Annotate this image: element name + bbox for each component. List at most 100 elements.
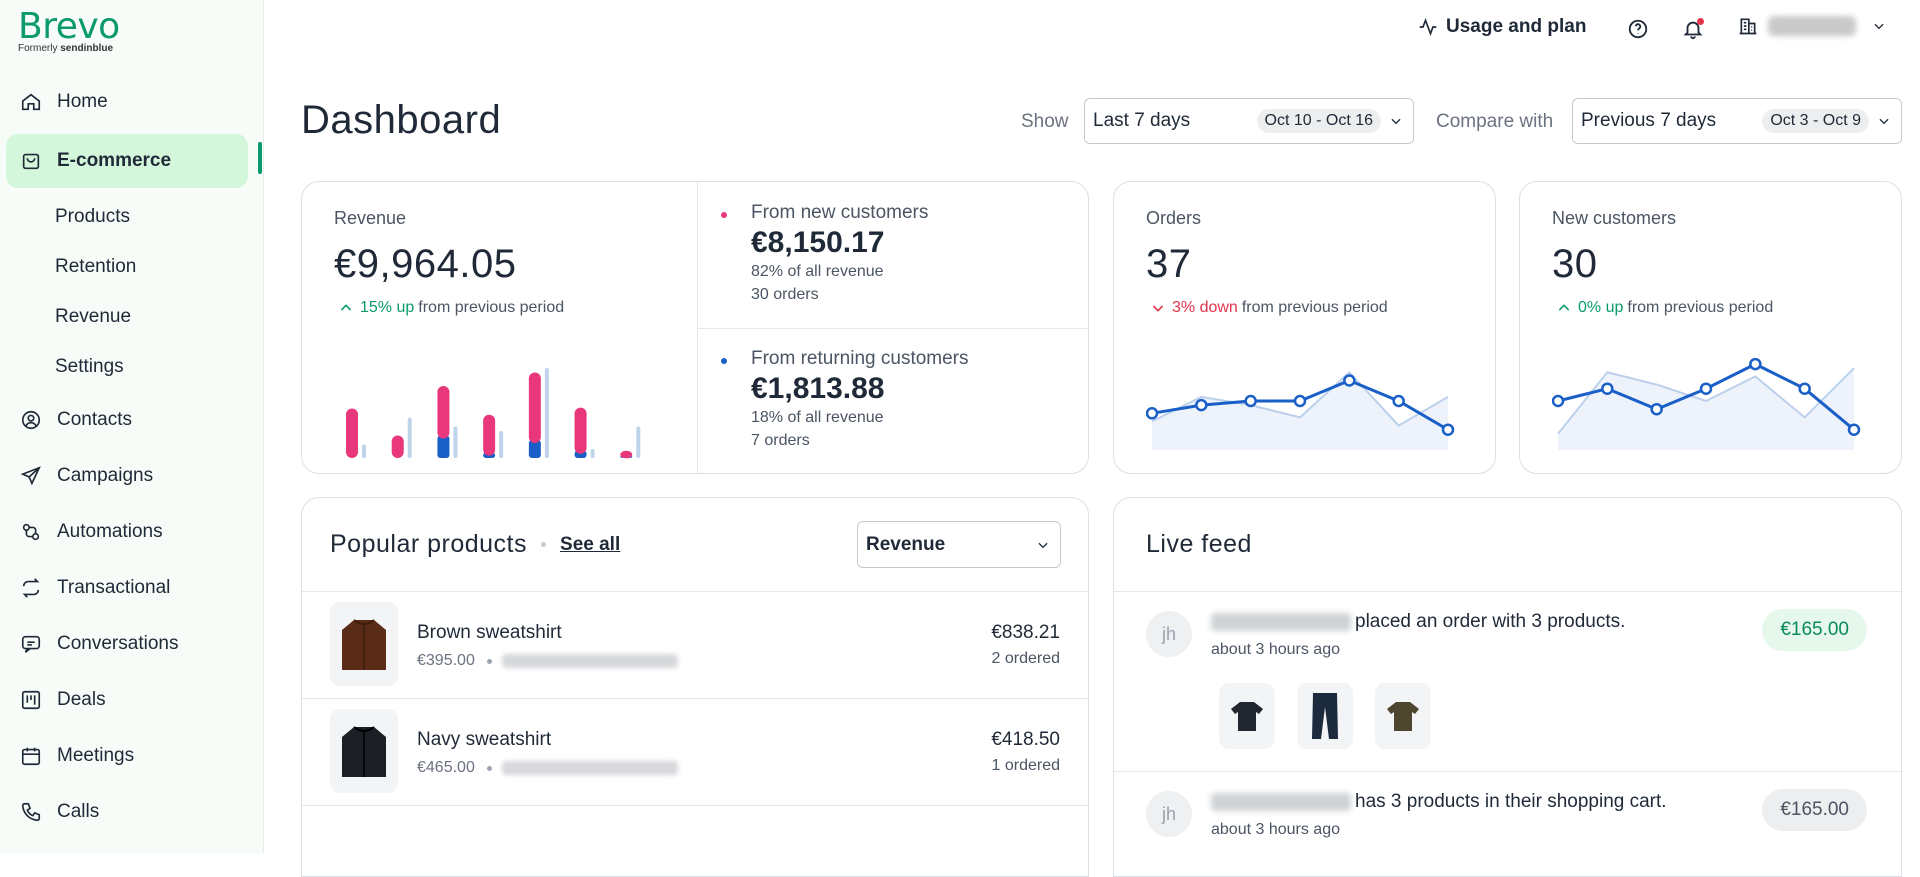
tshirt-image (1375, 683, 1431, 749)
chevron-down-icon (1152, 305, 1164, 312)
feed-time: about 3 hours ago (1211, 821, 1340, 838)
usage-and-plan-button[interactable]: Usage and plan (1418, 16, 1586, 38)
revenue-delta-suffix: from previous period (418, 299, 565, 316)
compare-range: Oct 3 - Oct 9 (1762, 109, 1869, 133)
data-point (1601, 382, 1614, 395)
product-row[interactable]: Navy sweatshirt €465.00 €418.50 1 ordere… (302, 698, 1088, 805)
feed-message: has 3 products in their shopping cart. (1355, 791, 1667, 812)
orders-line-chart (1146, 370, 1455, 450)
nav-item-transactional[interactable]: Transactional (0, 560, 264, 616)
nav-subitem-revenue[interactable]: Revenue (55, 306, 132, 327)
new-revenue-share: 82% of all revenue (751, 263, 884, 280)
customer-name-redacted (1211, 613, 1351, 631)
usage-label: Usage and plan (1446, 16, 1587, 37)
orders-delta-suffix: from previous period (1241, 299, 1388, 316)
see-all-link[interactable]: See all (560, 533, 621, 555)
feed-text: has 3 products in their shopping cart. (1211, 791, 1667, 813)
data-point (1244, 394, 1257, 408)
nav-item-conversations[interactable]: Conversations (0, 616, 264, 672)
data-point (1847, 423, 1861, 436)
cart-amount-badge: €165.00 (1762, 789, 1867, 831)
data-point (1552, 394, 1565, 408)
data-point (1146, 407, 1159, 420)
nav-item-deals[interactable]: Deals (0, 672, 264, 728)
data-point (1798, 382, 1811, 395)
returning-series-dot (721, 358, 727, 364)
brand-name: Brevo (18, 6, 120, 47)
revenue-bar (437, 386, 450, 458)
revenue-delta-value: 15% up (360, 299, 415, 316)
nav-label: Automations (57, 521, 163, 542)
nav-label: Deals (57, 689, 106, 710)
new-customers-delta-suffix: from previous period (1627, 299, 1774, 316)
nav-subitem-products[interactable]: Products (55, 206, 130, 227)
sort-value: Revenue (866, 533, 946, 555)
feed-text: placed an order with 3 products. (1211, 611, 1625, 633)
sidebar: Brevo Formerly sendinblue Home E-commerc… (0, 0, 264, 853)
home-icon (18, 89, 44, 115)
data-point (1392, 394, 1405, 408)
help-icon[interactable] (1627, 18, 1651, 42)
returning-customers-revenue: From returning customers €1,813.88 18% o… (717, 348, 969, 452)
chat-icon (18, 631, 44, 657)
new-bar-segment (391, 435, 404, 458)
compare-select[interactable]: Previous 7 days Oct 3 - Oct 9 (1572, 98, 1902, 144)
chevron-down-icon (1391, 118, 1401, 125)
tshirt-image (1219, 683, 1275, 749)
returning-bar-segment (437, 435, 450, 458)
revenue-label: Revenue (334, 208, 407, 228)
nav-item-meetings[interactable]: Meetings (0, 728, 264, 784)
notification-dot (1697, 18, 1704, 25)
nav-item-home[interactable]: Home (0, 74, 264, 130)
divider (1114, 591, 1901, 592)
previous-period-area (1152, 372, 1448, 450)
orders-label: Orders (1146, 208, 1202, 228)
revenue-bar (528, 372, 541, 458)
data-point (1195, 398, 1208, 412)
calendar-icon (18, 743, 44, 769)
separator-dot (486, 765, 492, 771)
nav-label: Meetings (57, 745, 135, 766)
product-price: €465.00 (417, 759, 475, 776)
new-customers-line-chart (1552, 357, 1861, 450)
activity-icon (1419, 17, 1437, 37)
product-sku-redacted (501, 761, 678, 775)
account-menu[interactable] (1738, 16, 1886, 36)
new-bar-segment (620, 450, 633, 459)
returning-bar-segment (528, 440, 541, 458)
revenue-bar (620, 450, 633, 459)
feed-item[interactable]: jh placed an order with 3 products. abou… (1114, 591, 1901, 771)
revenue-bar (391, 435, 404, 458)
new-revenue-orders: 30 orders (751, 286, 819, 303)
previous-period-line (1557, 367, 1855, 435)
product-order-count: 2 ordered (991, 650, 1061, 667)
period-select[interactable]: Last 7 days Oct 10 - Oct 16 (1084, 98, 1414, 144)
new-series-dot (721, 212, 727, 218)
nav-item-contacts[interactable]: Contacts (0, 392, 264, 448)
previous-period-line (1151, 370, 1449, 427)
revenue-bar (483, 414, 496, 458)
divider (697, 328, 1088, 329)
account-name-redacted (1768, 16, 1856, 36)
orders-card: Orders 37 3% down from previous period (1113, 181, 1496, 474)
sort-select[interactable]: Revenue (857, 521, 1061, 568)
automation-icon (18, 519, 44, 545)
nav-subitem-retention[interactable]: Retention (55, 256, 137, 277)
shopping-bag-icon (18, 148, 44, 174)
nav-item-campaigns[interactable]: Campaigns (0, 448, 264, 504)
nav-subitem-settings[interactable]: Settings (55, 356, 124, 377)
data-point (1293, 394, 1307, 408)
feed-item[interactable]: jh has 3 products in their shopping cart… (1114, 771, 1901, 876)
previous-period-bar (499, 431, 504, 458)
product-row[interactable]: Brown sweatshirt €395.00 €838.21 2 order… (302, 591, 1088, 698)
chevron-down-icon (1879, 118, 1889, 125)
row-divider (302, 805, 1088, 876)
new-customers-delta-value: 0% up (1578, 299, 1624, 316)
repeat-icon (18, 575, 44, 601)
notifications-bell-icon[interactable] (1682, 18, 1706, 42)
nav-item-calls[interactable]: Calls (0, 784, 264, 840)
nav-item-automations[interactable]: Automations (0, 504, 264, 560)
new-customers-card: New customers 30 0% up from previous per… (1519, 181, 1902, 474)
nav-item-ecommerce[interactable]: E-commerce (6, 134, 248, 188)
brevo-logo[interactable]: Brevo Formerly sendinblue (18, 6, 120, 54)
